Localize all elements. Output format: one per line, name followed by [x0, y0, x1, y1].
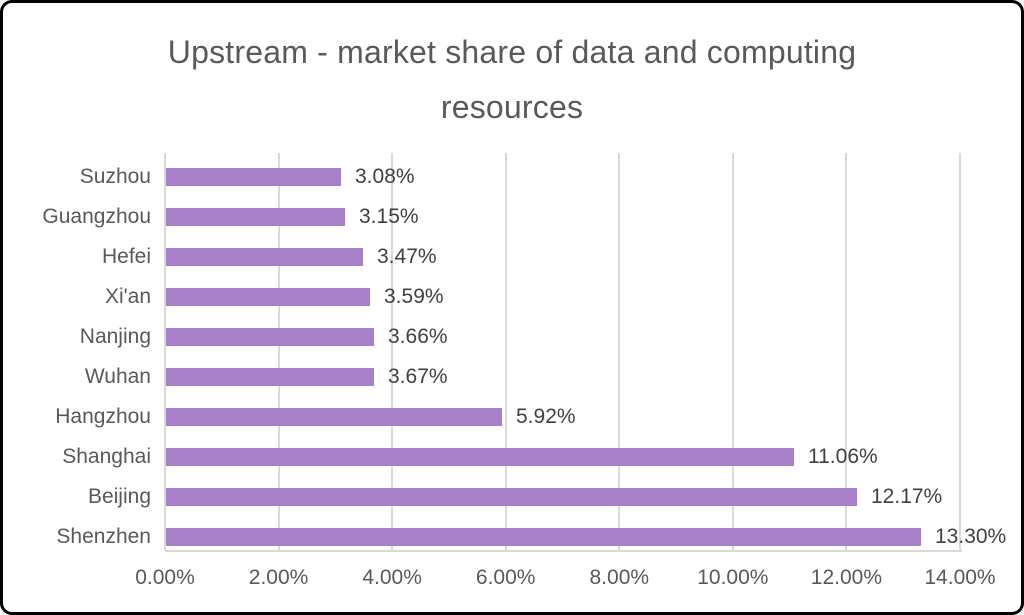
- value-label: 5.92%: [516, 405, 576, 428]
- gridline: [845, 153, 848, 550]
- bar: [166, 288, 370, 306]
- value-label: 11.06%: [808, 445, 878, 468]
- bar: [166, 168, 341, 186]
- bar: [166, 448, 794, 466]
- bar: [166, 528, 921, 546]
- gridline: [731, 153, 734, 550]
- category-label: Nanjing: [79, 325, 151, 348]
- x-axis-tick-label: 0.00%: [135, 566, 195, 589]
- value-label: 3.67%: [388, 365, 448, 388]
- bar: [166, 408, 502, 426]
- x-axis-tick-label: 12.00%: [810, 566, 883, 589]
- bar: [166, 368, 374, 386]
- gridline: [164, 153, 166, 550]
- chart-title-line1: Upstream - market share of data and comp…: [167, 34, 857, 70]
- chart-title: Upstream - market share of data and comp…: [3, 25, 1021, 135]
- category-label: Shanghai: [62, 445, 151, 468]
- value-label: 3.47%: [377, 245, 437, 268]
- x-axis-tick-label: 4.00%: [362, 566, 422, 589]
- category-label: Hangzhou: [55, 405, 151, 428]
- x-axis-tick-label: 8.00%: [589, 566, 650, 589]
- gridline: [959, 153, 961, 550]
- gridline: [391, 153, 394, 550]
- bar: [166, 208, 345, 226]
- category-label: Beijing: [87, 485, 151, 508]
- plot-area: Suzhou 3.08% Guangzhou 3.15% Hefei 3.47% Xi'an…: [3, 3, 1021, 612]
- value-label: 3.08%: [355, 165, 415, 188]
- value-label: 13.30%: [935, 525, 1007, 548]
- bar: [166, 488, 857, 506]
- x-axis-tick-label: 10.00%: [697, 566, 769, 589]
- category-label: Xi'an: [104, 285, 151, 308]
- value-label: 12.17%: [871, 485, 943, 508]
- x-axis-line: [165, 550, 962, 552]
- category-label: Suzhou: [79, 165, 151, 188]
- bar: [166, 328, 374, 346]
- x-axis-tick-label: 14.00%: [924, 566, 996, 589]
- gridline: [504, 153, 507, 550]
- x-axis-tick-label: 6.00%: [475, 566, 536, 589]
- x-axis-tick-label: 2.00%: [248, 566, 309, 589]
- bar: [166, 248, 363, 266]
- gridline: [618, 153, 621, 550]
- gridline: [277, 153, 280, 550]
- category-label: Guangzhou: [42, 205, 151, 228]
- value-label: 3.66%: [388, 325, 448, 348]
- category-label: Wuhan: [84, 365, 151, 388]
- value-label: 3.59%: [384, 285, 444, 308]
- value-label: 3.15%: [359, 205, 419, 228]
- category-label: Shenzhen: [56, 525, 151, 548]
- category-label: Hefei: [101, 245, 151, 268]
- chart-title-line2: resources: [440, 89, 584, 125]
